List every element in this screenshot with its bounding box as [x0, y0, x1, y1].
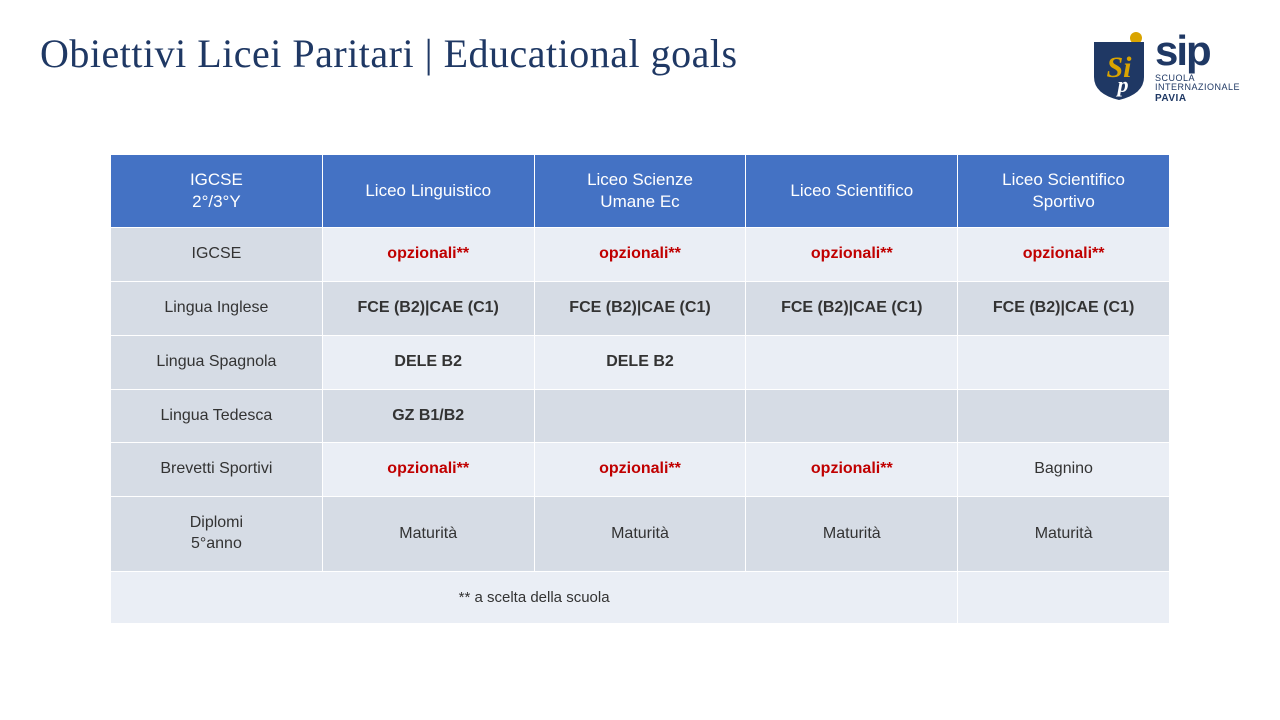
row-head-cell: Lingua Tedesca	[111, 389, 323, 443]
row-head-cell: IGCSE	[111, 228, 323, 282]
table-cell	[746, 389, 958, 443]
table-cell	[746, 335, 958, 389]
table-cell: opzionali**	[322, 443, 534, 497]
table-cell: opzionali**	[534, 443, 746, 497]
table-cell: opzionali**	[746, 443, 958, 497]
table-row: Lingua IngleseFCE (B2)|CAE (C1)FCE (B2)|…	[111, 281, 1170, 335]
table-cell: Maturità	[958, 497, 1170, 572]
table-cell: opzionali**	[746, 228, 958, 282]
logo-shield-icon: Si p	[1089, 32, 1149, 102]
table-cell: opzionali**	[958, 228, 1170, 282]
table-cell: GZ B1/B2	[322, 389, 534, 443]
logo: Si p sip SCUOLA INTERNAZIONALE PAVIA	[1089, 30, 1240, 104]
table-container: IGCSE2°/3°YLiceo LinguisticoLiceo Scienz…	[0, 124, 1280, 624]
table-cell: DELE B2	[322, 335, 534, 389]
table-cell: DELE B2	[534, 335, 746, 389]
table-head: IGCSE2°/3°YLiceo LinguisticoLiceo Scienz…	[111, 155, 1170, 228]
logo-text: sip SCUOLA INTERNAZIONALE PAVIA	[1155, 30, 1240, 104]
row-head-cell: Brevetti Sportivi	[111, 443, 323, 497]
table-cell	[958, 389, 1170, 443]
page-title: Obiettivi Licei Paritari | Educational g…	[40, 30, 738, 77]
footnote-row: ** a scelta della scuola	[111, 571, 1170, 624]
table-header-cell: Liceo Linguistico	[322, 155, 534, 228]
row-head-cell: Diplomi5°anno	[111, 497, 323, 572]
goals-table: IGCSE2°/3°YLiceo LinguisticoLiceo Scienz…	[110, 154, 1170, 624]
table-header-row: IGCSE2°/3°YLiceo LinguisticoLiceo Scienz…	[111, 155, 1170, 228]
table-cell	[958, 335, 1170, 389]
table-row: Diplomi5°annoMaturitàMaturitàMaturitàMat…	[111, 497, 1170, 572]
table-cell: FCE (B2)|CAE (C1)	[746, 281, 958, 335]
table-row: Lingua SpagnolaDELE B2DELE B2	[111, 335, 1170, 389]
table-row: IGCSEopzionali**opzionali**opzionali**op…	[111, 228, 1170, 282]
table-cell: FCE (B2)|CAE (C1)	[534, 281, 746, 335]
header: Obiettivi Licei Paritari | Educational g…	[0, 0, 1280, 124]
table-cell: Maturità	[322, 497, 534, 572]
table-cell: FCE (B2)|CAE (C1)	[958, 281, 1170, 335]
logo-sip-text: sip	[1155, 30, 1240, 72]
row-head-cell: Lingua Inglese	[111, 281, 323, 335]
table-cell: Maturità	[534, 497, 746, 572]
table-row: Lingua TedescaGZ B1/B2	[111, 389, 1170, 443]
table-row: Brevetti Sportiviopzionali**opzionali**o…	[111, 443, 1170, 497]
footnote-cell: ** a scelta della scuola	[111, 571, 958, 624]
logo-sub3: PAVIA	[1155, 94, 1240, 104]
table-cell: Bagnino	[958, 443, 1170, 497]
table-cell: Maturità	[746, 497, 958, 572]
table-cell	[534, 389, 746, 443]
table-cell: FCE (B2)|CAE (C1)	[322, 281, 534, 335]
table-header-cell: Liceo ScienzeUmane Ec	[534, 155, 746, 228]
footnote-empty-cell	[958, 571, 1170, 624]
table-header-cell: Liceo ScientificoSportivo	[958, 155, 1170, 228]
table-cell: opzionali**	[534, 228, 746, 282]
table-cell: opzionali**	[322, 228, 534, 282]
row-head-cell: Lingua Spagnola	[111, 335, 323, 389]
table-body: IGCSEopzionali**opzionali**opzionali**op…	[111, 228, 1170, 624]
logo-sub2: INTERNAZIONALE	[1155, 83, 1240, 92]
svg-text:p: p	[1115, 72, 1128, 97]
table-header-cell: IGCSE2°/3°Y	[111, 155, 323, 228]
table-header-cell: Liceo Scientifico	[746, 155, 958, 228]
